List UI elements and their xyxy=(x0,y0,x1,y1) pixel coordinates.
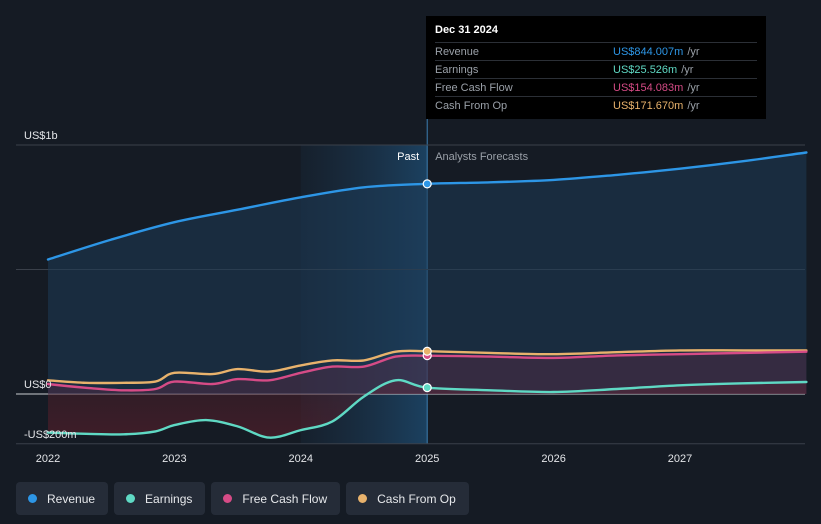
legend-dot-icon xyxy=(223,494,233,503)
tooltip-value: US$25.526m xyxy=(613,63,678,76)
legend-item-revenue[interactable]: Revenue xyxy=(16,482,109,515)
tooltip-label: Revenue xyxy=(435,45,480,58)
tooltip-unit: /yr xyxy=(681,63,694,76)
tooltip-row-revenue: Revenue US$844.007m /yr xyxy=(435,42,757,60)
legend-label: Cash From Op xyxy=(377,491,456,506)
x-tick-label: 2024 xyxy=(289,453,313,465)
revenue-area xyxy=(48,152,807,394)
series-line-cash-from-op xyxy=(46,349,808,385)
y-tick-label: -US$200m xyxy=(24,429,77,441)
y-tick-label: US$0 xyxy=(24,379,52,391)
tooltip-label: Cash From Op xyxy=(435,99,508,112)
earnings-area xyxy=(48,380,807,438)
tooltip-unit: /yr xyxy=(687,99,700,112)
tooltip-label: Free Cash Flow xyxy=(435,81,513,94)
series-line-earnings xyxy=(46,378,808,439)
tooltip: Dec 31 2024 Revenue US$844.007m /yr Earn… xyxy=(426,16,766,119)
x-tick-label: 2023 xyxy=(162,453,186,465)
tooltip-value: US$154.083m xyxy=(613,81,684,94)
legend-item-earnings[interactable]: Earnings xyxy=(114,482,206,515)
tooltip-date: Dec 31 2024 xyxy=(435,24,498,36)
highlight-point-cash-from-op xyxy=(422,346,432,356)
legend-dot-icon xyxy=(28,494,37,503)
tooltip-value: US$171.670m xyxy=(613,99,684,112)
legend-label: Free Cash Flow xyxy=(242,491,328,506)
tooltip-unit: /yr xyxy=(687,45,700,58)
tooltip-label: Earnings xyxy=(435,63,479,76)
legend-item-free-cash-flow[interactable]: Free Cash Flow xyxy=(211,482,341,515)
legend-label: Revenue xyxy=(47,491,96,506)
legend-dot-icon xyxy=(358,494,368,503)
legend-label: Earnings xyxy=(145,491,193,506)
highlight-point-revenue xyxy=(422,179,432,189)
past-label: Past xyxy=(397,151,419,163)
tooltip-value: US$844.007m xyxy=(613,45,684,58)
series-line-revenue xyxy=(46,151,808,261)
forecast-label: Analysts Forecasts xyxy=(435,151,528,163)
x-tick-label: 2026 xyxy=(541,453,565,465)
tooltip-row-free-cash-flow: Free Cash Flow US$154.083m /yr xyxy=(435,78,757,96)
highlight-point-earnings xyxy=(422,383,432,393)
legend-dot-icon xyxy=(126,494,136,503)
tooltip-unit: /yr xyxy=(687,81,700,94)
x-tick-label: 2027 xyxy=(668,453,692,465)
tooltip-row-cash-from-op: Cash From Op US$171.670m /yr xyxy=(435,96,757,114)
free-cash-flow-area xyxy=(48,351,807,394)
series-line-free-cash-flow xyxy=(46,350,808,392)
tooltip-row-earnings: Earnings US$25.526m /yr xyxy=(435,60,757,78)
x-tick-label: 2025 xyxy=(415,453,439,465)
x-tick-label: 2022 xyxy=(36,453,60,465)
legend: Revenue Earnings Free Cash Flow Cash Fro… xyxy=(16,482,469,515)
y-tick-label: US$1b xyxy=(24,130,58,142)
legend-item-cash-from-op[interactable]: Cash From Op xyxy=(346,482,469,515)
